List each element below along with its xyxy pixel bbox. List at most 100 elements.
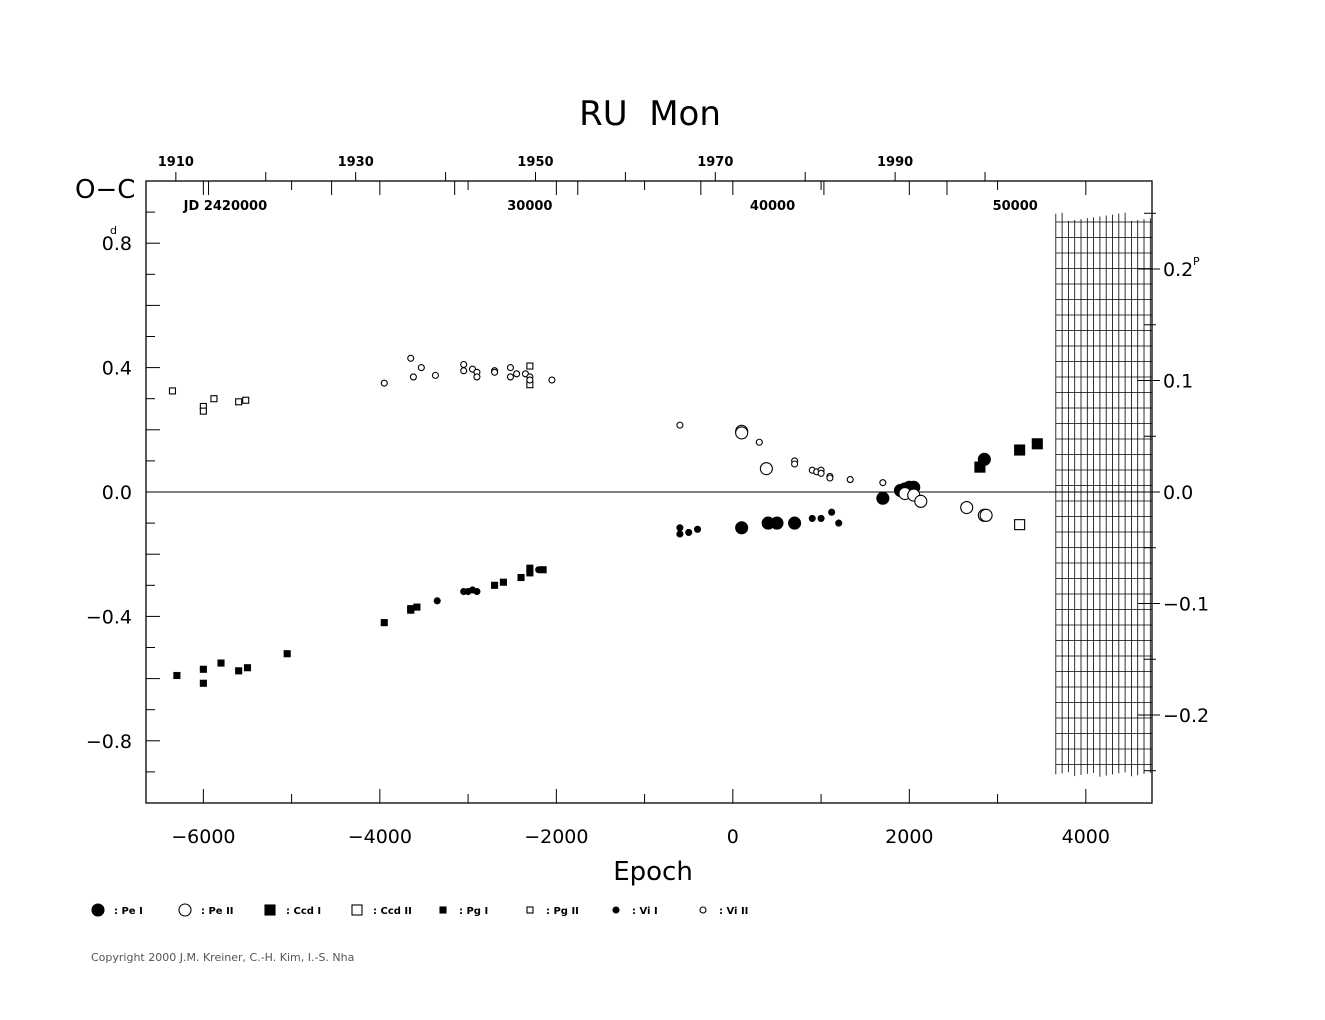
legend: : Pe I: Pe II: Ccd I: Ccd II: Pg I: Pg I…	[91, 903, 748, 917]
data-point	[974, 461, 986, 473]
year-tick-label: 1950	[517, 155, 553, 170]
data-point	[879, 479, 887, 487]
x-tick-label: 2000	[885, 826, 933, 848]
data-point	[835, 519, 843, 527]
data-point	[217, 659, 225, 667]
data-point	[91, 903, 105, 917]
data-point	[499, 578, 507, 586]
data-point	[699, 906, 707, 914]
data-point	[526, 376, 534, 384]
data-point	[351, 904, 363, 916]
copyright-text: Copyright 2000 J.M. Kreiner, C.-H. Kim, …	[91, 951, 354, 964]
year-tick-label: 1930	[338, 155, 374, 170]
data-point	[417, 364, 425, 372]
data-point	[817, 469, 825, 477]
right-tick-label: −0.2	[1163, 705, 1209, 727]
data-point	[788, 516, 802, 530]
data-point	[460, 360, 468, 369]
right-tick-label: 0.2	[1163, 259, 1193, 281]
y-axis-label: O−C	[75, 175, 135, 205]
legend-label: : Pg I	[459, 906, 488, 917]
data-point	[676, 530, 684, 538]
data-point	[409, 373, 417, 381]
data-point	[876, 491, 890, 505]
data-point	[380, 619, 388, 627]
data-point	[242, 396, 250, 404]
year-tick-label: 1970	[697, 155, 733, 170]
chart-title: RU Mon	[579, 94, 721, 134]
data-point	[491, 581, 499, 589]
right-tick-label: 0.0	[1163, 482, 1193, 504]
data-point	[506, 364, 515, 372]
jd-label: 30000	[507, 199, 552, 214]
data-point	[548, 376, 556, 384]
data-point	[178, 903, 192, 917]
data-point	[914, 494, 928, 508]
data-point	[755, 438, 763, 446]
data-point	[526, 569, 534, 577]
data-point	[210, 395, 218, 403]
right-axis-unit: P	[1193, 255, 1200, 268]
legend-label: : Pe I	[114, 906, 143, 917]
data-point	[1014, 444, 1026, 456]
plot-frame	[145, 180, 1153, 804]
data-point	[526, 906, 534, 914]
data-point	[173, 671, 181, 680]
data-point	[407, 606, 415, 614]
data-point	[506, 373, 515, 381]
data-point	[431, 371, 439, 379]
data-point	[168, 387, 177, 395]
x-tick-label: 4000	[1062, 826, 1110, 848]
data-point	[407, 354, 415, 362]
y-tick-label: 0.4	[102, 358, 132, 380]
data-point	[439, 906, 447, 914]
data-point	[735, 521, 749, 535]
data-point	[735, 426, 749, 440]
data-point	[759, 462, 773, 476]
data-point	[960, 500, 974, 515]
data-point	[380, 379, 388, 387]
y-tick-label: −0.8	[86, 731, 132, 753]
y-tick-label: 0.0	[102, 482, 132, 504]
legend-label: : Pe II	[201, 906, 234, 917]
data-point	[235, 398, 243, 406]
x-axis-label: Epoch	[613, 857, 693, 887]
data-point	[808, 514, 816, 522]
data-point	[791, 460, 799, 468]
data-point	[517, 573, 525, 582]
x-tick-label: −2000	[524, 826, 588, 848]
year-tick-label: 1990	[877, 155, 913, 170]
legend-label: : Vi I	[632, 906, 658, 917]
data-point	[199, 665, 207, 673]
data-point	[460, 367, 468, 375]
data-point	[676, 524, 684, 532]
jd-label: 40000	[750, 199, 795, 214]
data-point	[770, 516, 784, 530]
data-point	[413, 603, 421, 611]
data-point	[685, 528, 693, 536]
legend-label: : Ccd I	[286, 906, 321, 917]
data-point	[243, 664, 252, 672]
y-tick-label: −0.4	[86, 606, 132, 628]
data-point	[1014, 519, 1026, 531]
data-point	[676, 421, 684, 429]
data-point	[491, 368, 499, 376]
jd-label: 50000	[993, 199, 1038, 214]
right-tick-label: 0.1	[1163, 371, 1193, 393]
data-point	[473, 587, 481, 596]
future-hatch-region	[1055, 212, 1152, 777]
y-tick-label: 0.8	[102, 233, 132, 255]
legend-label: : Pg II	[546, 906, 579, 917]
data-point	[1031, 438, 1043, 450]
data-point	[199, 407, 207, 415]
data-point	[612, 906, 620, 914]
data-point	[235, 667, 243, 675]
right-tick-label: −0.1	[1163, 593, 1209, 615]
x-tick-label: 0	[727, 826, 739, 848]
data-point	[199, 679, 207, 687]
data-point	[846, 476, 854, 484]
year-tick-label: 1910	[158, 155, 194, 170]
data-point	[535, 566, 543, 574]
data-point	[264, 904, 276, 916]
